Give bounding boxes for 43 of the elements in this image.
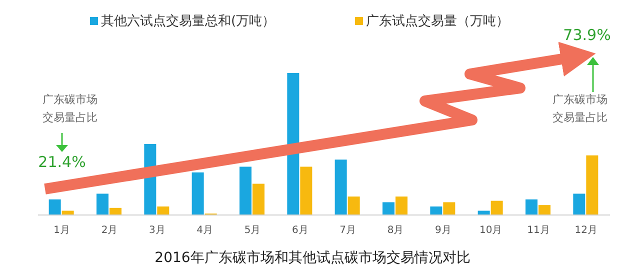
x-tick-label: 5月 bbox=[244, 225, 261, 236]
legend-label: 广东试点交易量（万吨） bbox=[366, 13, 509, 29]
bar bbox=[586, 155, 598, 215]
bar bbox=[490, 200, 503, 215]
annotation: 广东碳市场 bbox=[42, 93, 98, 106]
legend-label: 其他六试点交易量总和(万吨） bbox=[101, 13, 276, 29]
x-tick-label: 2月 bbox=[101, 225, 118, 236]
annotation: 交易量占比 bbox=[552, 111, 608, 124]
bar bbox=[287, 73, 300, 215]
bar bbox=[430, 206, 442, 215]
bar bbox=[396, 196, 408, 215]
bar bbox=[538, 205, 550, 215]
bar bbox=[240, 166, 252, 215]
bar bbox=[334, 160, 347, 215]
x-tick-label: 9月 bbox=[434, 225, 452, 236]
x-tick-label: 12月 bbox=[574, 225, 598, 236]
bar bbox=[443, 202, 456, 215]
text: 73.9% bbox=[563, 26, 611, 44]
text: 2016年广东碳市场和其他试点碳市场交易情况对比 bbox=[154, 250, 470, 266]
bar bbox=[478, 210, 490, 215]
bar bbox=[96, 194, 108, 215]
bar bbox=[48, 199, 61, 215]
x-tick-label: 10月 bbox=[479, 225, 502, 236]
x-tick-label: 11月 bbox=[527, 225, 550, 236]
bar bbox=[526, 199, 538, 215]
x-tick-label: 4月 bbox=[196, 225, 214, 236]
bar bbox=[300, 166, 312, 215]
bar bbox=[110, 208, 122, 215]
bar bbox=[157, 206, 170, 215]
x-tick-label: 3月 bbox=[148, 225, 166, 236]
x-tick-label: 7月 bbox=[340, 225, 356, 236]
bar bbox=[573, 194, 586, 215]
x-tick-label: 1月 bbox=[54, 225, 70, 236]
annotation: 广东碳市场 bbox=[552, 93, 608, 106]
annotation: 21.4% bbox=[38, 153, 86, 171]
bar bbox=[252, 184, 264, 215]
bar bbox=[382, 202, 394, 215]
bar bbox=[348, 196, 360, 215]
x-tick-label: 8月 bbox=[387, 225, 404, 236]
annotation: 交易量占比 bbox=[42, 111, 98, 124]
bar bbox=[62, 210, 74, 215]
bar bbox=[192, 172, 204, 215]
x-tick-label: 6月 bbox=[292, 225, 308, 236]
